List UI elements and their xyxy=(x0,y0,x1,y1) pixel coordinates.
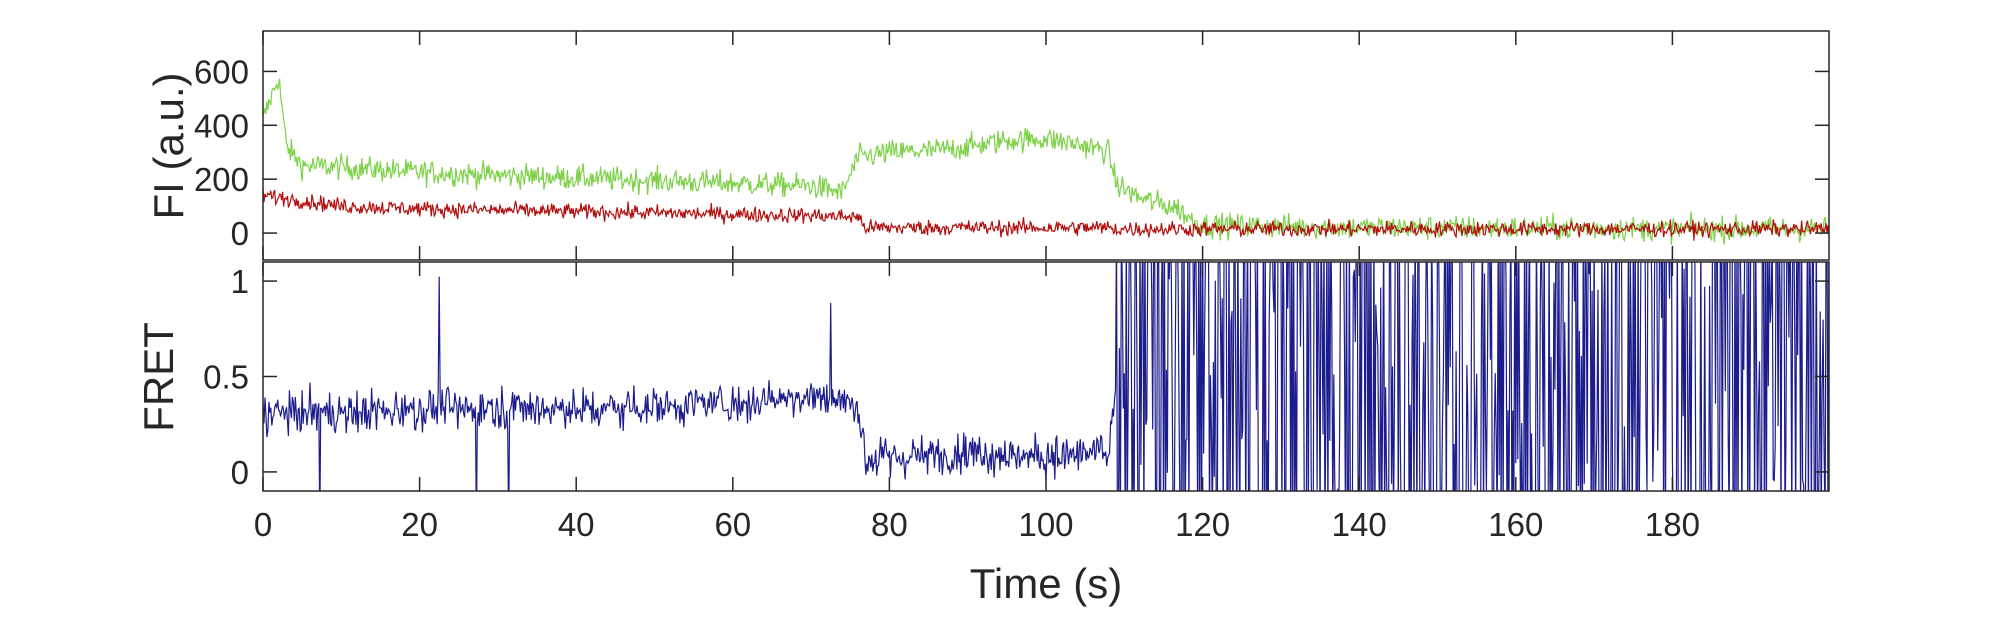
y-tick-label: 0.5 xyxy=(203,359,249,396)
y-tick-label: 200 xyxy=(194,161,249,198)
y-tick-label: 0 xyxy=(231,454,249,491)
x-tick-label: 40 xyxy=(558,506,595,543)
y-tick-label: 0 xyxy=(231,215,249,252)
x-axis-label: Time (s) xyxy=(970,560,1122,607)
fluorescence-y-axis-label: FI (a.u.) xyxy=(145,72,192,219)
x-tick-label: 80 xyxy=(871,506,908,543)
y-tick-label: 1 xyxy=(231,263,249,300)
y-tick-label: 400 xyxy=(194,107,249,144)
fret-panel: 0 0.5 1 0 20 40 60 80 100 120 140 160 180 FRET Time… xyxy=(135,31,1830,607)
acceptor-trace-line xyxy=(263,188,1829,241)
x-tick-label: 0 xyxy=(254,506,272,543)
fluorescence-panel: 0 200 400 600 FI (a.u.) xyxy=(145,30,1830,261)
x-tick-label: 120 xyxy=(1175,506,1230,543)
x-tick-label: 100 xyxy=(1018,506,1073,543)
donor-trace-line xyxy=(263,78,1829,245)
x-tick-label: 140 xyxy=(1332,506,1387,543)
fret-y-axis-label: FRET xyxy=(135,322,182,432)
y-tick-label: 600 xyxy=(194,53,249,90)
x-tick-label: 180 xyxy=(1645,506,1700,543)
x-tick-label: 20 xyxy=(401,506,438,543)
x-tick-label: 60 xyxy=(714,506,751,543)
x-tick-label: 160 xyxy=(1488,506,1543,543)
